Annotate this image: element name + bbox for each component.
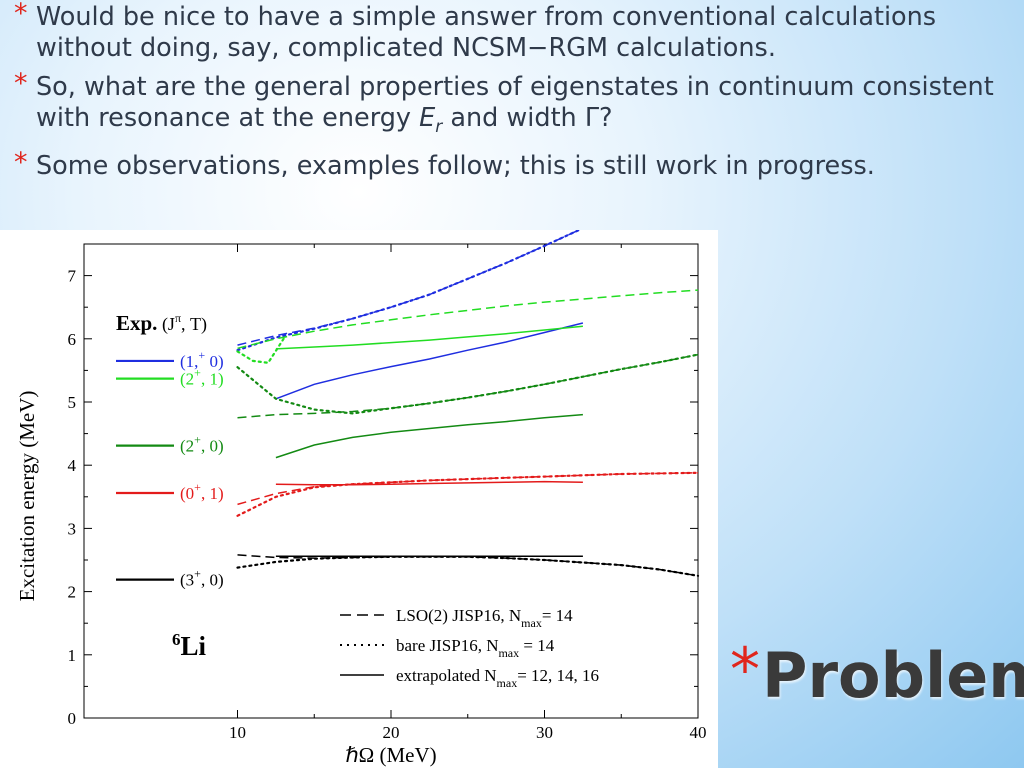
bullet-item: * So, what are the general properties of… [14, 68, 1019, 143]
series-line [275, 480, 583, 486]
x-tick-label: 40 [690, 723, 707, 742]
bullet-star-icon: * [14, 147, 28, 179]
x-axis-label: ℏΩ (MeV) [345, 743, 436, 767]
y-tick-label: 1 [68, 646, 77, 665]
bullet-item: * Some observations, examples follow; th… [14, 147, 1019, 182]
bullet-text: Would be nice to have a simple answer fr… [36, 2, 937, 63]
exp-level-label: (2+, 1) [180, 366, 224, 389]
exp-legend-header: Exp. (Jπ, T) [116, 311, 207, 335]
legend-label: LSO(2) JISP16, Nmax= 14 [396, 606, 573, 630]
exp-level-label: (1,+ 0) [180, 348, 224, 371]
exp-level-label: (2+, 0) [180, 433, 224, 456]
series-line [237, 353, 699, 419]
chart-panel: 10 20 30 40 0 1 2 3 4 5 6 7 ℏΩ (MeV) Excitation energ… [0, 230, 718, 768]
series-line [237, 230, 581, 346]
energy-symbol: E [419, 103, 436, 133]
bullet-text: So, what are the general properties of e… [36, 72, 994, 133]
series-line [236, 471, 700, 517]
bullet-item: * Would be nice to have a simple answer … [14, 0, 1019, 64]
series-line [236, 337, 285, 364]
legend-label: extrapolated Nmax= 12, 14, 16 [396, 666, 599, 690]
y-tick-label: 0 [68, 709, 77, 728]
series-line [275, 322, 584, 400]
energy-subscript: r [435, 117, 443, 138]
exp-level-label: (0+, 1) [180, 480, 224, 503]
y-tick-label: 6 [68, 330, 77, 349]
title-text: Problem [762, 639, 1024, 712]
legend-label: bare JISP16, Nmax = 14 [396, 636, 555, 660]
nucleus-label: 6Li [172, 630, 207, 661]
series-line [237, 289, 699, 350]
excitation-energy-chart: 10 20 30 40 0 1 2 3 4 5 6 7 ℏΩ (MeV) Excitation energ… [15, 230, 707, 767]
bullet-list: * Would be nice to have a simple answer … [14, 0, 1019, 190]
y-tick-label: 7 [68, 267, 77, 286]
y-axis-label: Excitation energy (MeV) [15, 391, 39, 602]
bullet-star-icon: * [14, 0, 28, 29]
series-line [236, 555, 700, 577]
series-line [236, 230, 582, 352]
x-tick-label: 10 [229, 723, 246, 742]
y-tick-label: 2 [68, 583, 77, 602]
title-star-icon: * [730, 635, 760, 705]
slide-title: * Problem [720, 635, 1024, 720]
bullet-star-icon: * [14, 68, 28, 99]
exp-level-label: (3+, 0) [180, 567, 224, 590]
y-tick-label: 5 [68, 393, 77, 412]
x-tick-label: 30 [536, 723, 553, 742]
series-line [236, 353, 700, 415]
x-tick-label: 20 [383, 723, 400, 742]
series-line [275, 413, 583, 459]
bullet-text: Some observations, examples follow; this… [36, 151, 875, 182]
bullet-text-tail: and width Γ? [442, 103, 613, 133]
y-tick-label: 4 [68, 456, 77, 475]
y-tick-label: 3 [68, 519, 77, 538]
series-line [275, 325, 583, 350]
